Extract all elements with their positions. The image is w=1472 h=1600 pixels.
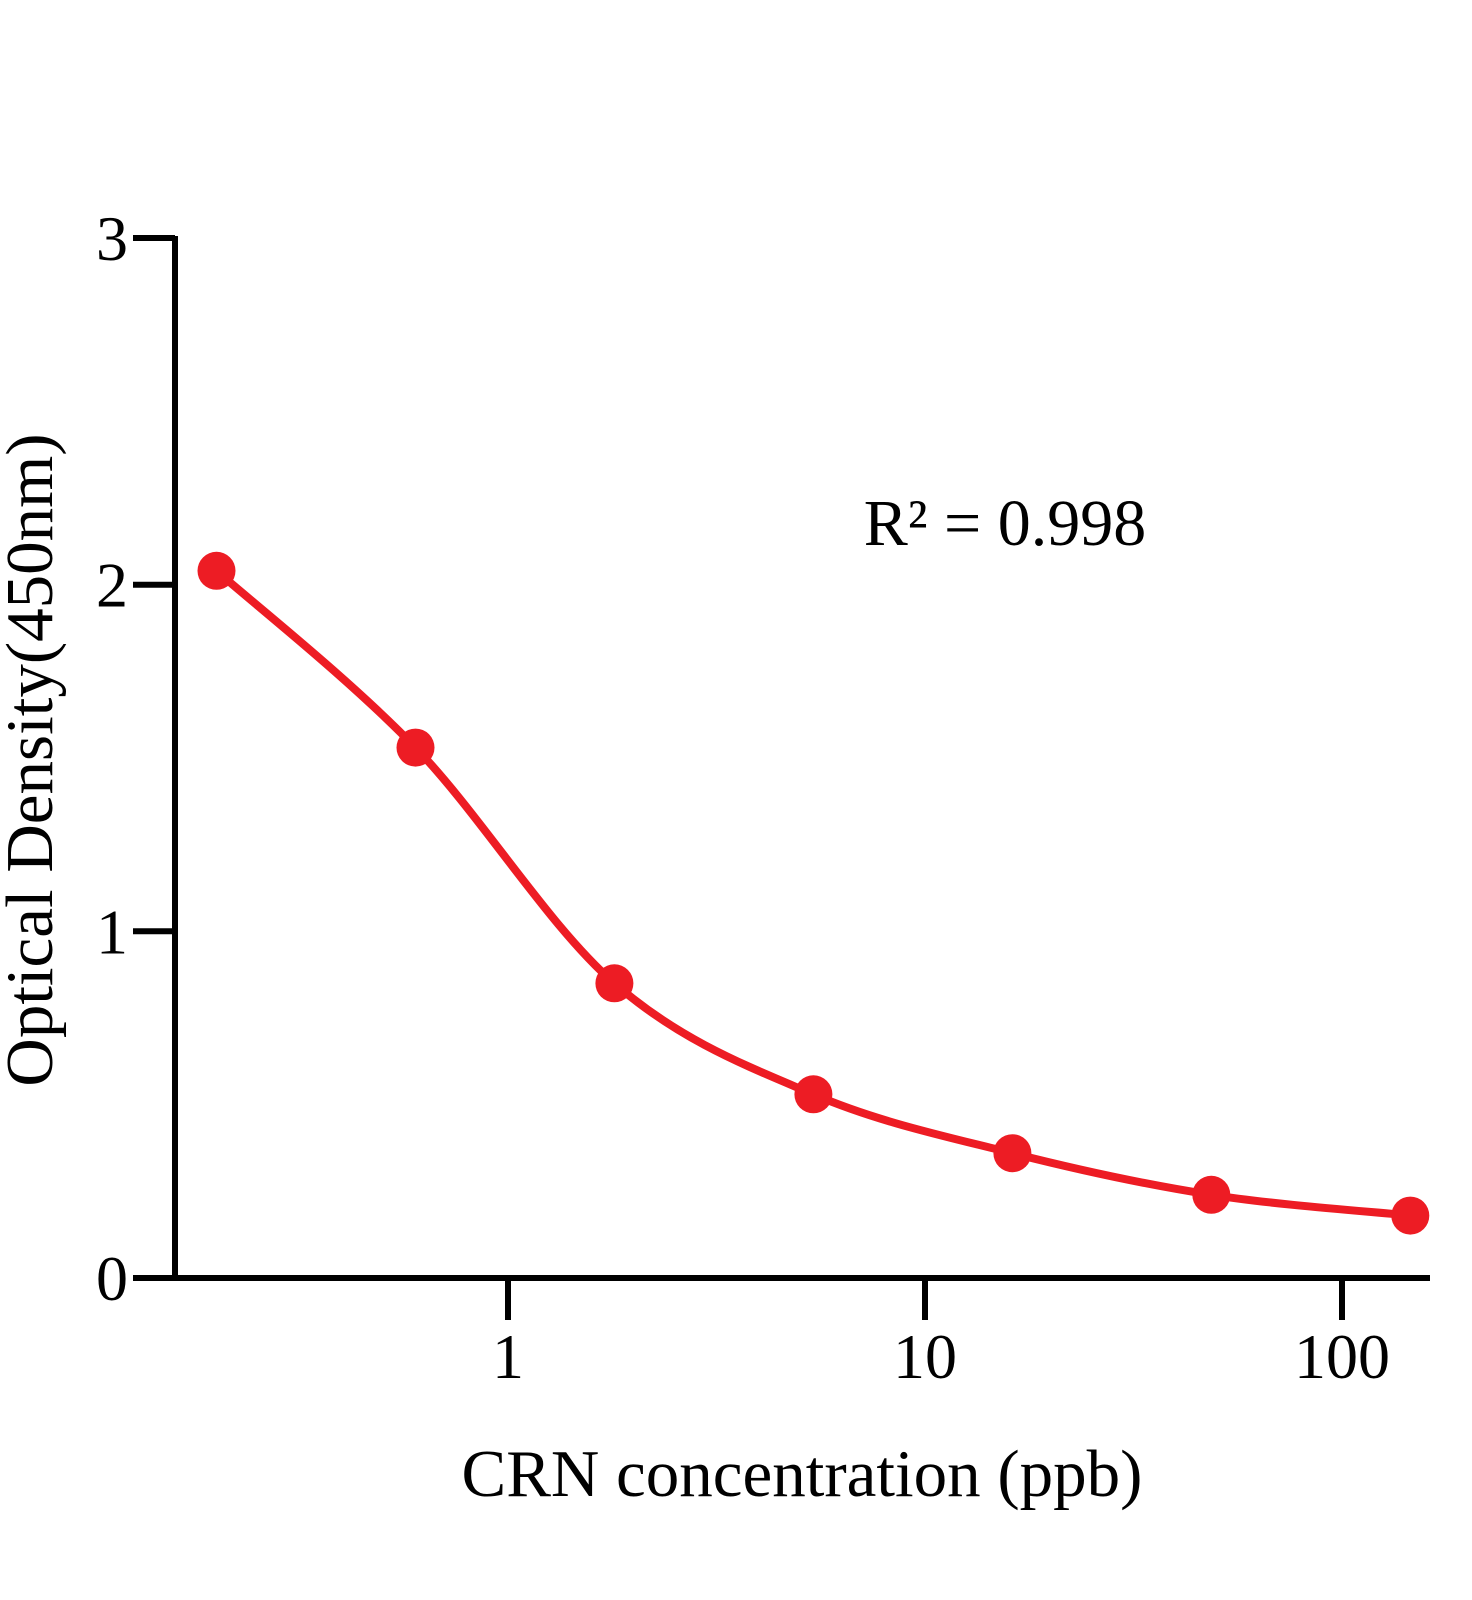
- data-point: [595, 964, 634, 1003]
- x-tick-label: 10: [893, 1321, 957, 1392]
- data-point: [197, 551, 236, 590]
- y-tick-label: 0: [96, 1243, 128, 1314]
- x-tick-label: 1: [492, 1321, 524, 1392]
- y-tick-label: 3: [96, 203, 128, 274]
- plot-layer: 0 1 2 3 1 10 100: [96, 203, 1430, 1392]
- x-tick-label: 100: [1294, 1321, 1390, 1392]
- data-point: [1391, 1196, 1430, 1235]
- r-squared-annotation: R² = 0.998: [864, 487, 1147, 560]
- y-tick-label: 2: [96, 550, 128, 621]
- fit-curve: [212, 566, 1415, 1220]
- data-point: [1192, 1175, 1231, 1214]
- data-point: [794, 1075, 833, 1114]
- data-point: [993, 1134, 1032, 1173]
- x-axis-title: CRN concentration (ppb): [462, 1437, 1143, 1511]
- y-axis-title: Optical Density(450nm): [0, 433, 67, 1086]
- data-point: [396, 728, 435, 767]
- y-tick-label: 1: [96, 896, 128, 967]
